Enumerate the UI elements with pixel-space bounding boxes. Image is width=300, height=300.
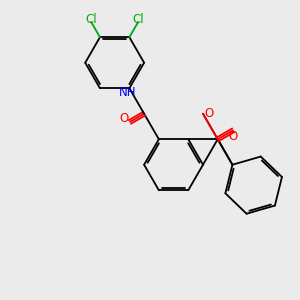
Text: O: O xyxy=(228,130,238,143)
Text: O: O xyxy=(120,112,129,125)
Text: Cl: Cl xyxy=(85,14,97,26)
Text: NH: NH xyxy=(119,86,137,99)
Text: O: O xyxy=(205,107,214,120)
Text: Cl: Cl xyxy=(132,14,144,26)
